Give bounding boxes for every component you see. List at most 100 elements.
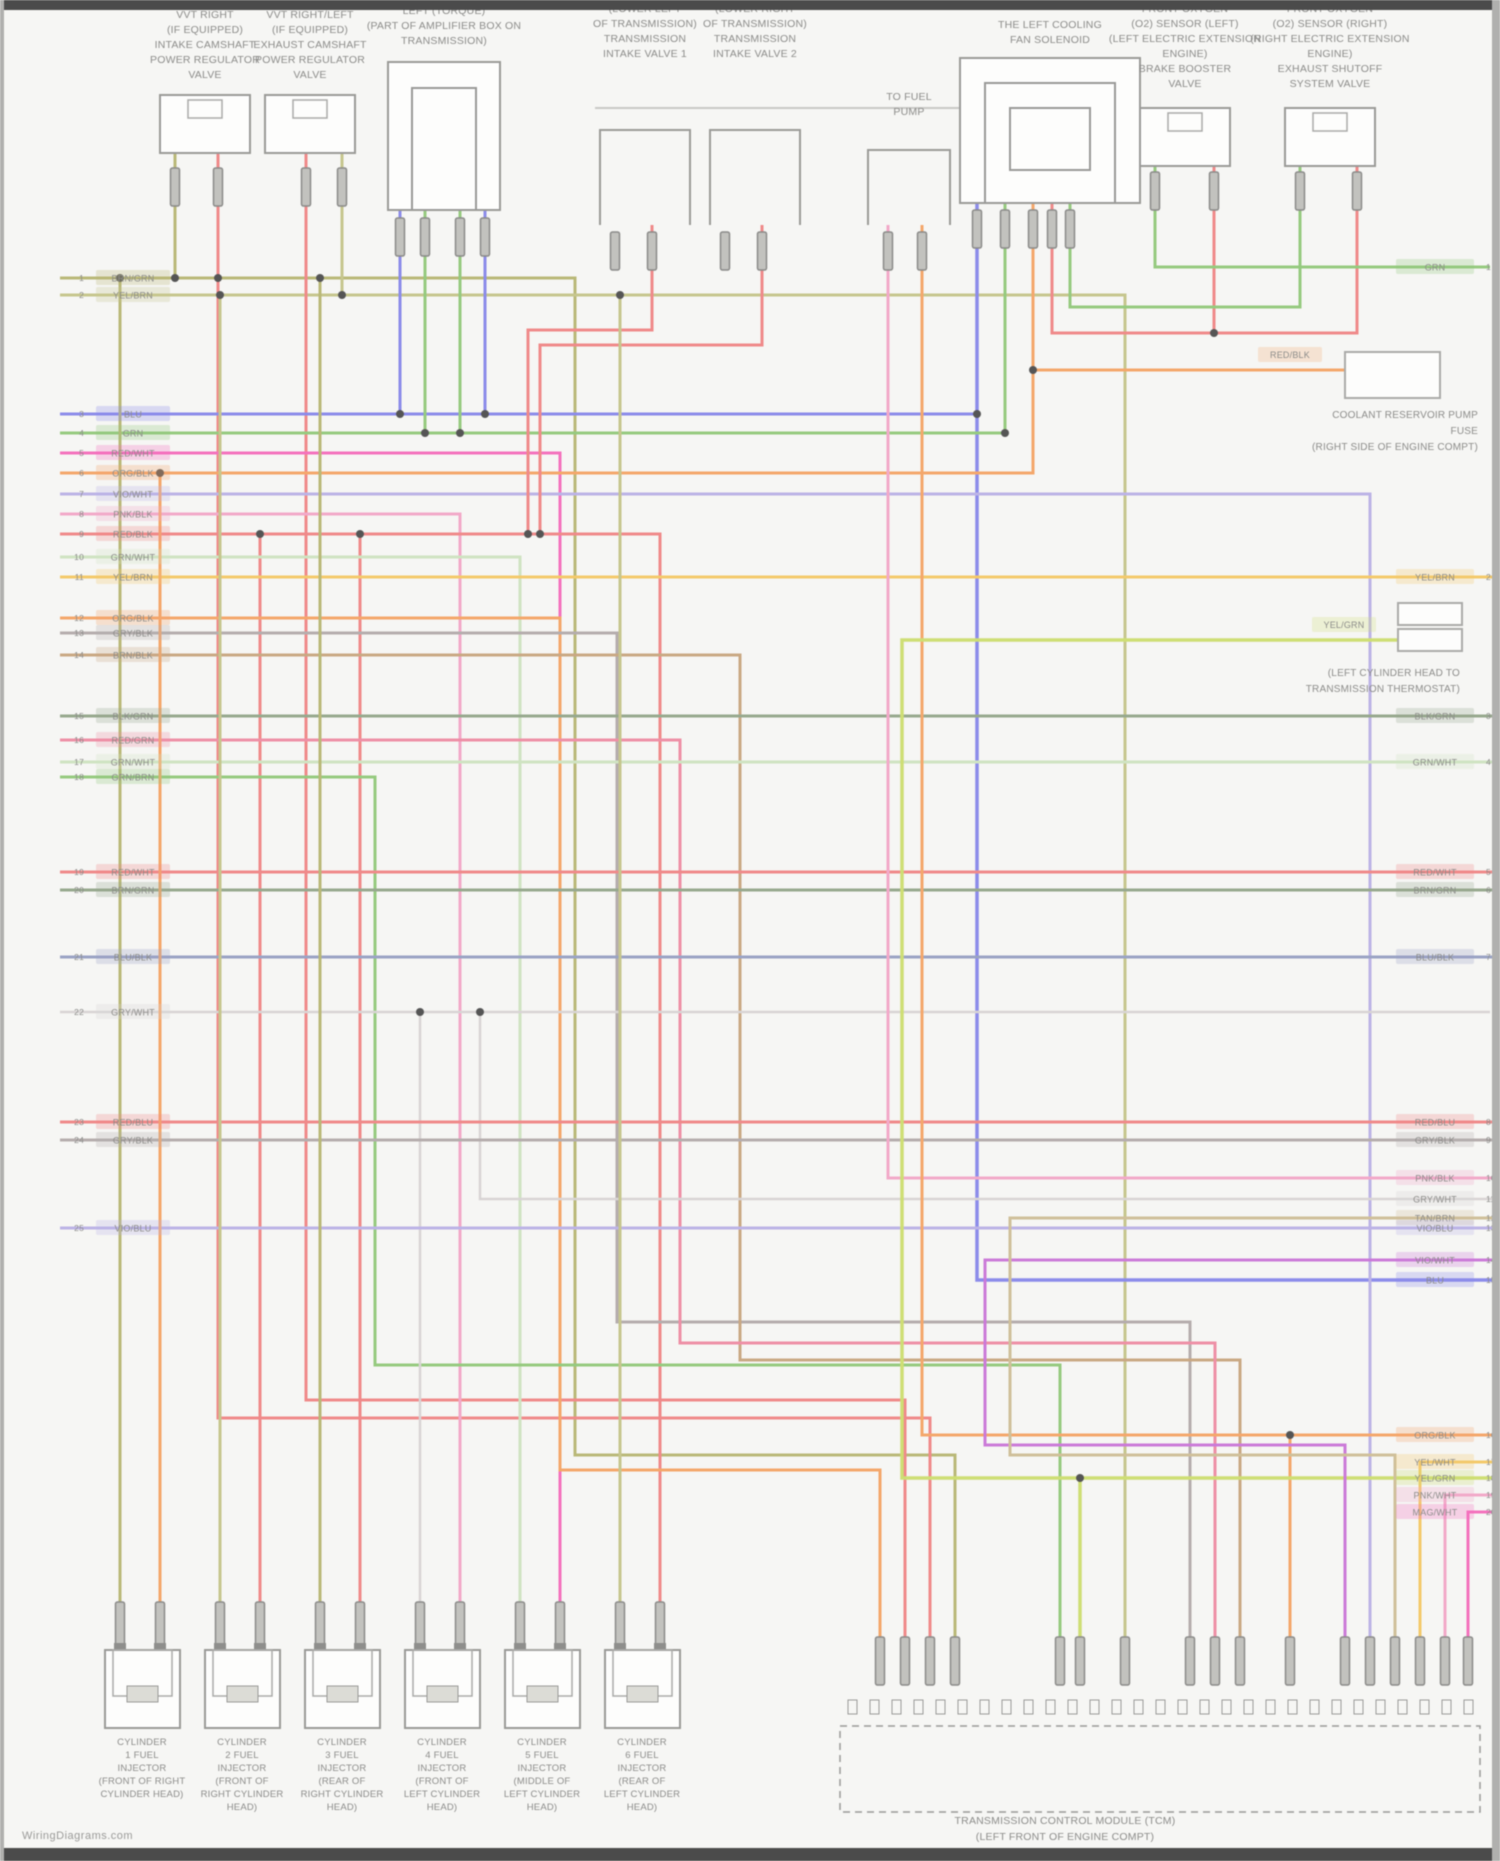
right-wire-label: PNK/BLK xyxy=(1415,1174,1454,1184)
tcm-pin-tick xyxy=(1441,1699,1452,1715)
right-wire-chip xyxy=(1396,1427,1474,1442)
junction-dot xyxy=(356,530,364,538)
injector-2-label: INJECTOR xyxy=(218,1763,267,1774)
injector-6-label: CYLINDER xyxy=(617,1737,667,1748)
tcm-pin-tick xyxy=(1243,1699,1254,1715)
left-pin-number: 22 xyxy=(74,1007,84,1017)
right-pin-number: 2 xyxy=(1486,572,1491,582)
pin-terminal xyxy=(1462,1636,1474,1686)
right-wire-label: BLU xyxy=(1426,1276,1444,1286)
tcm-pin-tick xyxy=(1155,1699,1166,1715)
left-wire-chip xyxy=(96,610,170,625)
left-pin-number: 6 xyxy=(79,468,84,478)
injector-5-label: HEAD) xyxy=(527,1802,558,1813)
right-pin-number: 19 xyxy=(1486,1490,1496,1500)
front-oxygen-sensor-right-label: EXHAUST SHUTOFF xyxy=(1278,63,1383,75)
injector-5-body xyxy=(504,1649,581,1729)
left-pin-number: 5 xyxy=(79,448,84,458)
left-pin-number: 10 xyxy=(74,552,84,562)
vvt-right-valve-label: (IF EQUIPPED) xyxy=(167,24,243,36)
injector-1-label: INJECTOR xyxy=(118,1763,167,1774)
watermark: WiringDiagrams.com xyxy=(22,1830,134,1842)
injector-pin-block xyxy=(614,1643,626,1653)
cylinder-head-thermostat-box xyxy=(1397,602,1463,626)
tcm-pin-tick xyxy=(1375,1699,1386,1715)
right-wire-chip xyxy=(1396,1470,1474,1485)
injector-6-detail xyxy=(626,1685,659,1703)
left-pin-number: 7 xyxy=(79,489,84,499)
right-pin-number: 5 xyxy=(1486,867,1491,877)
injector-2-label: (FRONT OF xyxy=(215,1776,268,1787)
vvt-right-valve-label: POWER REGULATOR xyxy=(150,54,260,66)
left-pin-number: 21 xyxy=(74,952,84,962)
right-pin-number: 17 xyxy=(1486,1457,1496,1467)
tcm-pin-tick xyxy=(1177,1699,1188,1715)
wire-bus-olive-1 xyxy=(60,276,957,1660)
wire-gray-stair-c xyxy=(60,631,1192,1660)
pin-terminal xyxy=(479,217,491,257)
tcm-pin-tick xyxy=(1199,1699,1210,1715)
right-wire-label: YEL/WHT xyxy=(1414,1458,1456,1468)
transmission-intake-valve-1-label: INTAKE VALVE 1 xyxy=(603,48,687,60)
pin-terminal xyxy=(354,1601,366,1647)
right-wire-chip xyxy=(1396,1114,1474,1129)
pin-terminal xyxy=(916,231,928,271)
pin-terminal xyxy=(874,1636,886,1686)
injector-2-detail xyxy=(226,1685,259,1703)
wire-rose-stair xyxy=(60,738,1217,1660)
left-wire-chip xyxy=(96,445,170,460)
right-pin-number: 7 xyxy=(1486,952,1491,962)
injector-4-body xyxy=(404,1649,481,1729)
left-pin-number: 13 xyxy=(74,628,84,638)
right-pin-number: 12 xyxy=(1486,1213,1496,1223)
right-wire-chip xyxy=(1396,1487,1474,1502)
junction-dot xyxy=(1210,329,1218,337)
frame-right xyxy=(1492,0,1500,1861)
left-cooling-fan-solenoid-body xyxy=(959,57,1141,204)
wire-orange-fuse-riser xyxy=(60,203,1035,475)
injector-pin-block xyxy=(254,1643,266,1653)
injector-4-label: LEFT CYLINDER xyxy=(404,1789,480,1800)
cylinder-head-thermostat-box2 xyxy=(1397,628,1463,652)
vvt-left-valve-label: (IF EQUIPPED) xyxy=(272,24,348,36)
right-wire-label: YEL/GRN xyxy=(1415,1474,1456,1484)
tcm-pin-tick xyxy=(1001,1699,1012,1715)
right-wire-label: MAG/WHT xyxy=(1413,1508,1458,1518)
tcm-pin-tick xyxy=(891,1699,902,1715)
left-wire-chip xyxy=(96,1004,170,1019)
pin-terminal xyxy=(1119,1636,1131,1686)
left-pin-number: 19 xyxy=(74,867,84,877)
right-wire-chip xyxy=(1396,1210,1474,1225)
pin-terminal xyxy=(1284,1636,1296,1686)
tcm-pin-tick xyxy=(869,1699,880,1715)
left-wire-chip xyxy=(96,754,170,769)
wire-bus-lavender xyxy=(60,492,1372,1660)
injector-3-detail xyxy=(326,1685,359,1703)
pin-terminal xyxy=(1027,209,1039,249)
right-wire-chip xyxy=(1396,1191,1474,1206)
injector-5-label: 5 FUEL xyxy=(525,1750,558,1761)
left-pin-number: 9 xyxy=(79,529,84,539)
coolant-reservoir-pump-fuse-label: FUSE xyxy=(1451,426,1479,437)
transmission-intake-valve-2-label: INTAKE VALVE 2 xyxy=(713,48,797,60)
right-pin-number: 3 xyxy=(1486,711,1491,721)
injector-6-label: HEAD) xyxy=(627,1802,658,1813)
injector-5-label: LEFT CYLINDER xyxy=(504,1789,580,1800)
pin-terminal xyxy=(1234,1636,1246,1686)
injector-pin-block xyxy=(554,1643,566,1653)
injector-pin-block xyxy=(214,1643,226,1653)
pin-terminal xyxy=(1184,1636,1196,1686)
junction-dot xyxy=(1001,429,1009,437)
injector-pin-block xyxy=(414,1643,426,1653)
tcm-pin-tick xyxy=(913,1699,924,1715)
injector-2-label: HEAD) xyxy=(227,1802,258,1813)
right-wire-chip xyxy=(1396,708,1474,723)
pin-terminal xyxy=(394,217,406,257)
injector-5-detail xyxy=(526,1685,559,1703)
pin-terminal xyxy=(1149,171,1161,211)
injector-4-label: 4 FUEL xyxy=(425,1750,458,1761)
left-wire-chip xyxy=(96,506,170,521)
injector-pin-block xyxy=(454,1643,466,1653)
front-oxygen-sensor-left-label: BRAKE BOOSTER xyxy=(1139,63,1232,75)
injector-3-label: INJECTOR xyxy=(318,1763,367,1774)
